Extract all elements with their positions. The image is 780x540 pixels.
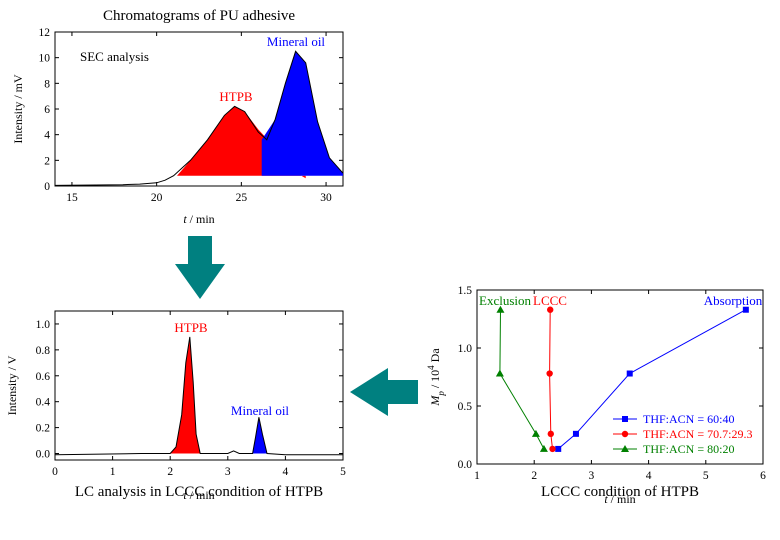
x-axis-label: t / min: [183, 212, 214, 226]
down-arrow-icon: [175, 236, 225, 299]
plot-frame: [476, 289, 764, 465]
x-tick-label: 5: [703, 470, 709, 482]
plot-frame: [54, 310, 344, 461]
x-tick-label: 2: [531, 470, 537, 482]
x-axis-label: t / min: [604, 492, 635, 506]
mineral-oil-peak-area: [252, 417, 267, 454]
chart-title: Chromatograms of PU adhesive: [103, 8, 295, 24]
y-axis-label: Mp / 104 Da: [426, 348, 446, 407]
y-tick-label: 8: [44, 78, 50, 90]
data-point: [549, 445, 556, 453]
data-point: [531, 429, 540, 437]
data-point: [626, 370, 633, 377]
exclusion-label: Exclusion: [479, 293, 531, 308]
y-tick-label: 12: [39, 27, 51, 39]
htpb-peak-area: [170, 336, 201, 454]
x-tick-label: 25: [236, 192, 248, 204]
y-tick-label: 6: [44, 104, 50, 116]
y-tick-label: 1.0: [36, 319, 51, 331]
x-tick-label: 4: [283, 466, 289, 478]
legend-marker: [621, 430, 629, 438]
y-tick-label: 1.5: [458, 285, 473, 297]
y-tick-label: 0.0: [458, 459, 473, 471]
mineral-oil-peak-area: [261, 51, 343, 176]
mineral-oil-label: Mineral oil: [231, 403, 290, 418]
y-tick-label: 10: [39, 53, 51, 65]
legend-label: THF:ACN = 80:20: [643, 442, 734, 456]
chart-title: LCCC condition of HTPB: [541, 484, 699, 500]
y-tick-label: 0.4: [36, 397, 51, 409]
lccc-chart-panel: 1 2 3 4 5 6 0.0 0.5 1.0 1.5 LCCC condition of HTPB…: [426, 285, 766, 506]
series-line: [549, 309, 553, 449]
mineral-oil-label: Mineral oil: [267, 34, 326, 49]
x-tick-label: 3: [589, 470, 595, 482]
y-tick-label: 0: [44, 181, 50, 193]
data-point: [547, 430, 554, 438]
data-point: [555, 445, 562, 452]
data-point: [546, 370, 553, 377]
sec-analysis-label: SEC analysis: [80, 49, 149, 64]
x-tick-label: 3: [225, 466, 231, 478]
data-point: [539, 444, 548, 452]
y-tick-label: 1.0: [458, 343, 473, 355]
y-tick-label: 0.0: [36, 449, 51, 461]
legend-marker: [622, 416, 628, 422]
y-axis-label: Intensity / V: [5, 355, 19, 415]
x-tick-label: 0: [52, 466, 58, 478]
x-tick-label: 4: [646, 470, 652, 482]
legend-marker: [621, 445, 629, 452]
lc-chart-panel: 0 1 2 3 4 5 0.0 0.2 0.4 0.6 0.8 1.0 LC analysis in L…: [5, 310, 346, 502]
data-point: [742, 306, 749, 313]
x-tick-label: 1: [110, 466, 116, 478]
x-axis-label: t / min: [183, 488, 214, 502]
chart-title: LC analysis in LCCC condition of HTPB: [75, 484, 323, 500]
data-point: [496, 305, 505, 313]
y-tick-label: 4: [44, 130, 50, 142]
chromatogram-trace: [54, 50, 344, 186]
y-axis-label: Intensity / mV: [11, 74, 25, 144]
htpb-label: HTPB: [219, 89, 253, 104]
absorption-label: Absorption: [704, 293, 763, 308]
y-tick-label: 0.2: [36, 423, 51, 435]
data-point: [572, 430, 579, 437]
x-tick-label: 20: [151, 192, 163, 204]
x-tick-label: 1: [474, 470, 480, 482]
sec-chart-panel: 15 20 25 30 0 2 4 6 8 10 12 Chromatograms of PU adh…: [11, 8, 344, 226]
htpb-label: HTPB: [174, 320, 208, 335]
x-tick-label: 5: [340, 466, 346, 478]
series-line: [499, 309, 545, 450]
data-point: [495, 369, 504, 377]
chromatogram-trace: [54, 336, 343, 456]
x-tick-label: 2: [167, 466, 173, 478]
x-tick-label: 15: [66, 192, 78, 204]
y-tick-label: 2: [44, 155, 50, 167]
x-tick-label: 6: [760, 470, 766, 482]
y-tick-label: 0.8: [36, 345, 51, 357]
legend-label: THF:ACN = 70.7:29.3: [643, 427, 752, 441]
x-tick-label: 30: [320, 192, 332, 204]
y-tick-label: 0.6: [36, 371, 51, 383]
data-point: [547, 306, 554, 313]
series-line: [557, 309, 747, 450]
y-tick-label: 0.5: [458, 401, 473, 413]
lccc-label: LCCC: [533, 293, 567, 308]
left-arrow-icon: [350, 368, 418, 416]
legend-label: THF:ACN = 60:40: [643, 412, 734, 426]
